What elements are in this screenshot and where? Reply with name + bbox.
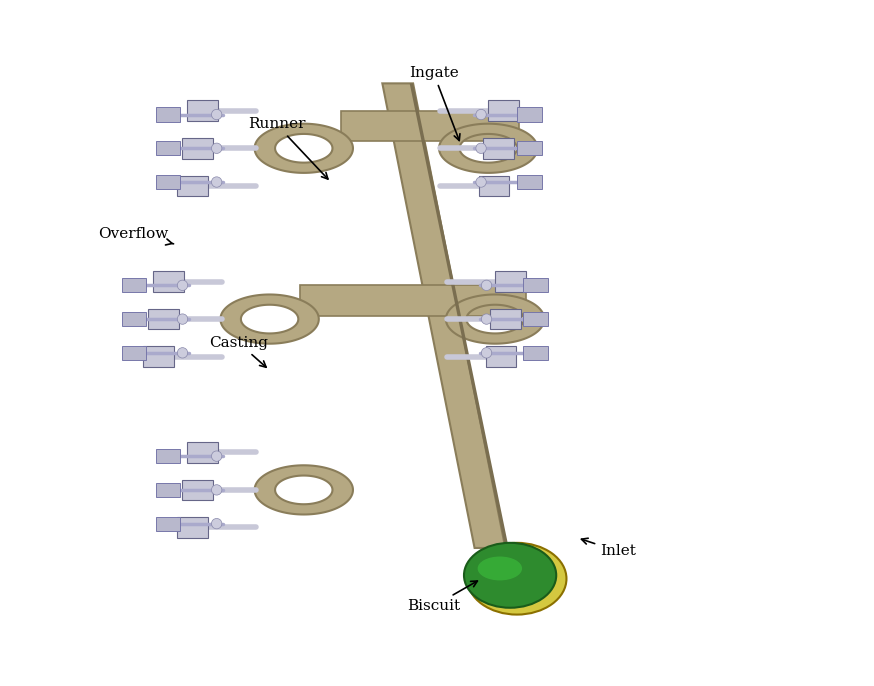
PathPatch shape [220, 294, 319, 344]
Bar [143, 346, 174, 367]
Circle shape [177, 314, 188, 324]
Bar [156, 483, 180, 497]
Polygon shape [301, 285, 526, 316]
Bar [483, 138, 514, 158]
Circle shape [177, 348, 188, 358]
Circle shape [212, 485, 222, 495]
Circle shape [212, 519, 222, 529]
Circle shape [482, 280, 492, 291]
Bar [156, 141, 180, 156]
Bar [177, 176, 208, 196]
Circle shape [475, 177, 486, 187]
Circle shape [212, 451, 222, 461]
Circle shape [482, 314, 492, 324]
Circle shape [212, 177, 222, 187]
Text: Ingate: Ingate [409, 66, 460, 141]
Bar [121, 279, 146, 292]
Circle shape [475, 143, 486, 154]
Text: Inlet: Inlet [581, 539, 636, 558]
Bar [489, 100, 519, 121]
Text: Biscuit: Biscuit [407, 581, 477, 613]
Bar [523, 279, 547, 292]
Circle shape [212, 143, 222, 154]
Text: Runner: Runner [247, 117, 328, 179]
Bar [187, 442, 218, 462]
Bar [523, 312, 547, 327]
Bar [177, 517, 208, 538]
PathPatch shape [254, 465, 353, 514]
Bar [517, 108, 542, 121]
Ellipse shape [478, 556, 522, 580]
Bar [121, 346, 146, 360]
Bar [495, 271, 526, 292]
Text: Overflow: Overflow [98, 226, 174, 245]
Bar [182, 480, 213, 500]
Circle shape [177, 280, 188, 291]
Bar [517, 175, 542, 189]
Bar [148, 309, 179, 329]
Circle shape [475, 109, 486, 120]
Bar [479, 176, 510, 196]
Text: Casting: Casting [210, 336, 268, 367]
Polygon shape [410, 84, 509, 548]
Bar [156, 175, 180, 189]
Bar [187, 100, 218, 121]
Polygon shape [382, 84, 505, 548]
Bar [153, 271, 184, 292]
Bar [523, 346, 547, 360]
Bar [121, 312, 146, 327]
Bar [486, 346, 517, 367]
PathPatch shape [254, 123, 353, 173]
PathPatch shape [439, 123, 538, 173]
Polygon shape [342, 110, 519, 141]
Bar [517, 141, 542, 156]
Bar [490, 309, 521, 329]
PathPatch shape [446, 294, 545, 344]
Bar [156, 108, 180, 121]
Circle shape [212, 109, 222, 120]
Bar [156, 517, 180, 531]
Bar [182, 138, 213, 158]
Bar [156, 449, 180, 463]
Circle shape [482, 348, 492, 358]
Ellipse shape [468, 543, 566, 615]
Ellipse shape [464, 543, 556, 608]
